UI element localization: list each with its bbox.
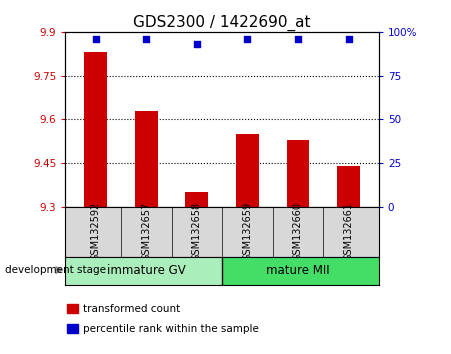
Text: GSM132661: GSM132661 bbox=[344, 202, 354, 261]
Bar bbox=[65, 257, 222, 285]
Point bbox=[244, 36, 251, 42]
Bar bbox=[84, 52, 107, 207]
Bar bbox=[222, 257, 379, 285]
Bar bbox=[135, 111, 158, 207]
Text: transformed count: transformed count bbox=[83, 304, 180, 314]
Bar bbox=[337, 166, 360, 207]
Bar bbox=[286, 140, 309, 207]
Text: percentile rank within the sample: percentile rank within the sample bbox=[83, 324, 258, 333]
Point bbox=[193, 41, 200, 47]
Text: GSM132659: GSM132659 bbox=[242, 202, 253, 262]
Text: GSM132657: GSM132657 bbox=[141, 202, 151, 262]
Bar bbox=[185, 193, 208, 207]
Title: GDS2300 / 1422690_at: GDS2300 / 1422690_at bbox=[133, 14, 311, 30]
Bar bbox=[67, 304, 78, 313]
Point bbox=[295, 36, 302, 42]
Text: mature MII: mature MII bbox=[266, 264, 330, 277]
Text: development stage: development stage bbox=[5, 265, 106, 275]
Text: GSM132658: GSM132658 bbox=[192, 202, 202, 262]
Text: GSM132592: GSM132592 bbox=[91, 202, 101, 262]
Text: immature GV: immature GV bbox=[107, 264, 186, 277]
Point bbox=[345, 36, 352, 42]
Bar bbox=[236, 134, 259, 207]
Point bbox=[143, 36, 150, 42]
Bar bbox=[67, 324, 78, 333]
Text: GSM132660: GSM132660 bbox=[293, 202, 303, 261]
Point bbox=[92, 36, 99, 42]
